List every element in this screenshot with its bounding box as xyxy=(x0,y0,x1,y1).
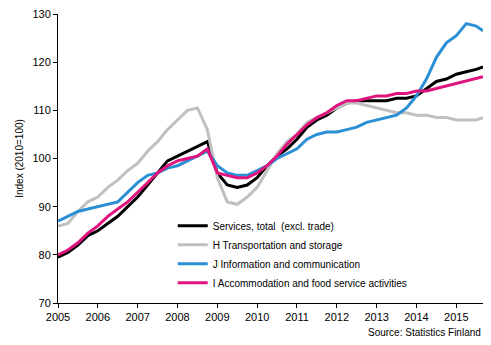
svg-text:130: 130 xyxy=(32,8,50,20)
svg-text:2012: 2012 xyxy=(325,311,349,323)
svg-text:Index (2010=100): Index (2010=100) xyxy=(14,119,25,198)
svg-text:H Transportation and storage: H Transportation and storage xyxy=(213,240,343,251)
svg-text:2005: 2005 xyxy=(46,311,70,323)
svg-text:2010: 2010 xyxy=(245,311,269,323)
svg-text:2009: 2009 xyxy=(205,311,229,323)
svg-text:2007: 2007 xyxy=(125,311,149,323)
svg-text:90: 90 xyxy=(39,201,51,213)
svg-text:2011: 2011 xyxy=(285,311,309,323)
svg-text:2015: 2015 xyxy=(444,311,468,323)
svg-text:I Accommodation and food servi: I Accommodation and food service activit… xyxy=(213,278,407,289)
svg-text:2006: 2006 xyxy=(86,311,110,323)
svg-text:100: 100 xyxy=(32,152,50,164)
svg-text:2014: 2014 xyxy=(404,311,428,323)
svg-text:2013: 2013 xyxy=(364,311,388,323)
svg-text:80: 80 xyxy=(39,249,51,261)
svg-text:Services, total (excl. trade): Services, total (excl. trade) xyxy=(213,221,334,232)
svg-text:2008: 2008 xyxy=(165,311,189,323)
svg-text:J Information and communicatio: J Information and communication xyxy=(213,259,360,270)
svg-text:110: 110 xyxy=(33,104,51,116)
svg-text:70: 70 xyxy=(39,297,51,309)
svg-text:120: 120 xyxy=(32,56,50,68)
svg-text:Source: Statistics Finland: Source: Statistics Finland xyxy=(368,327,481,338)
